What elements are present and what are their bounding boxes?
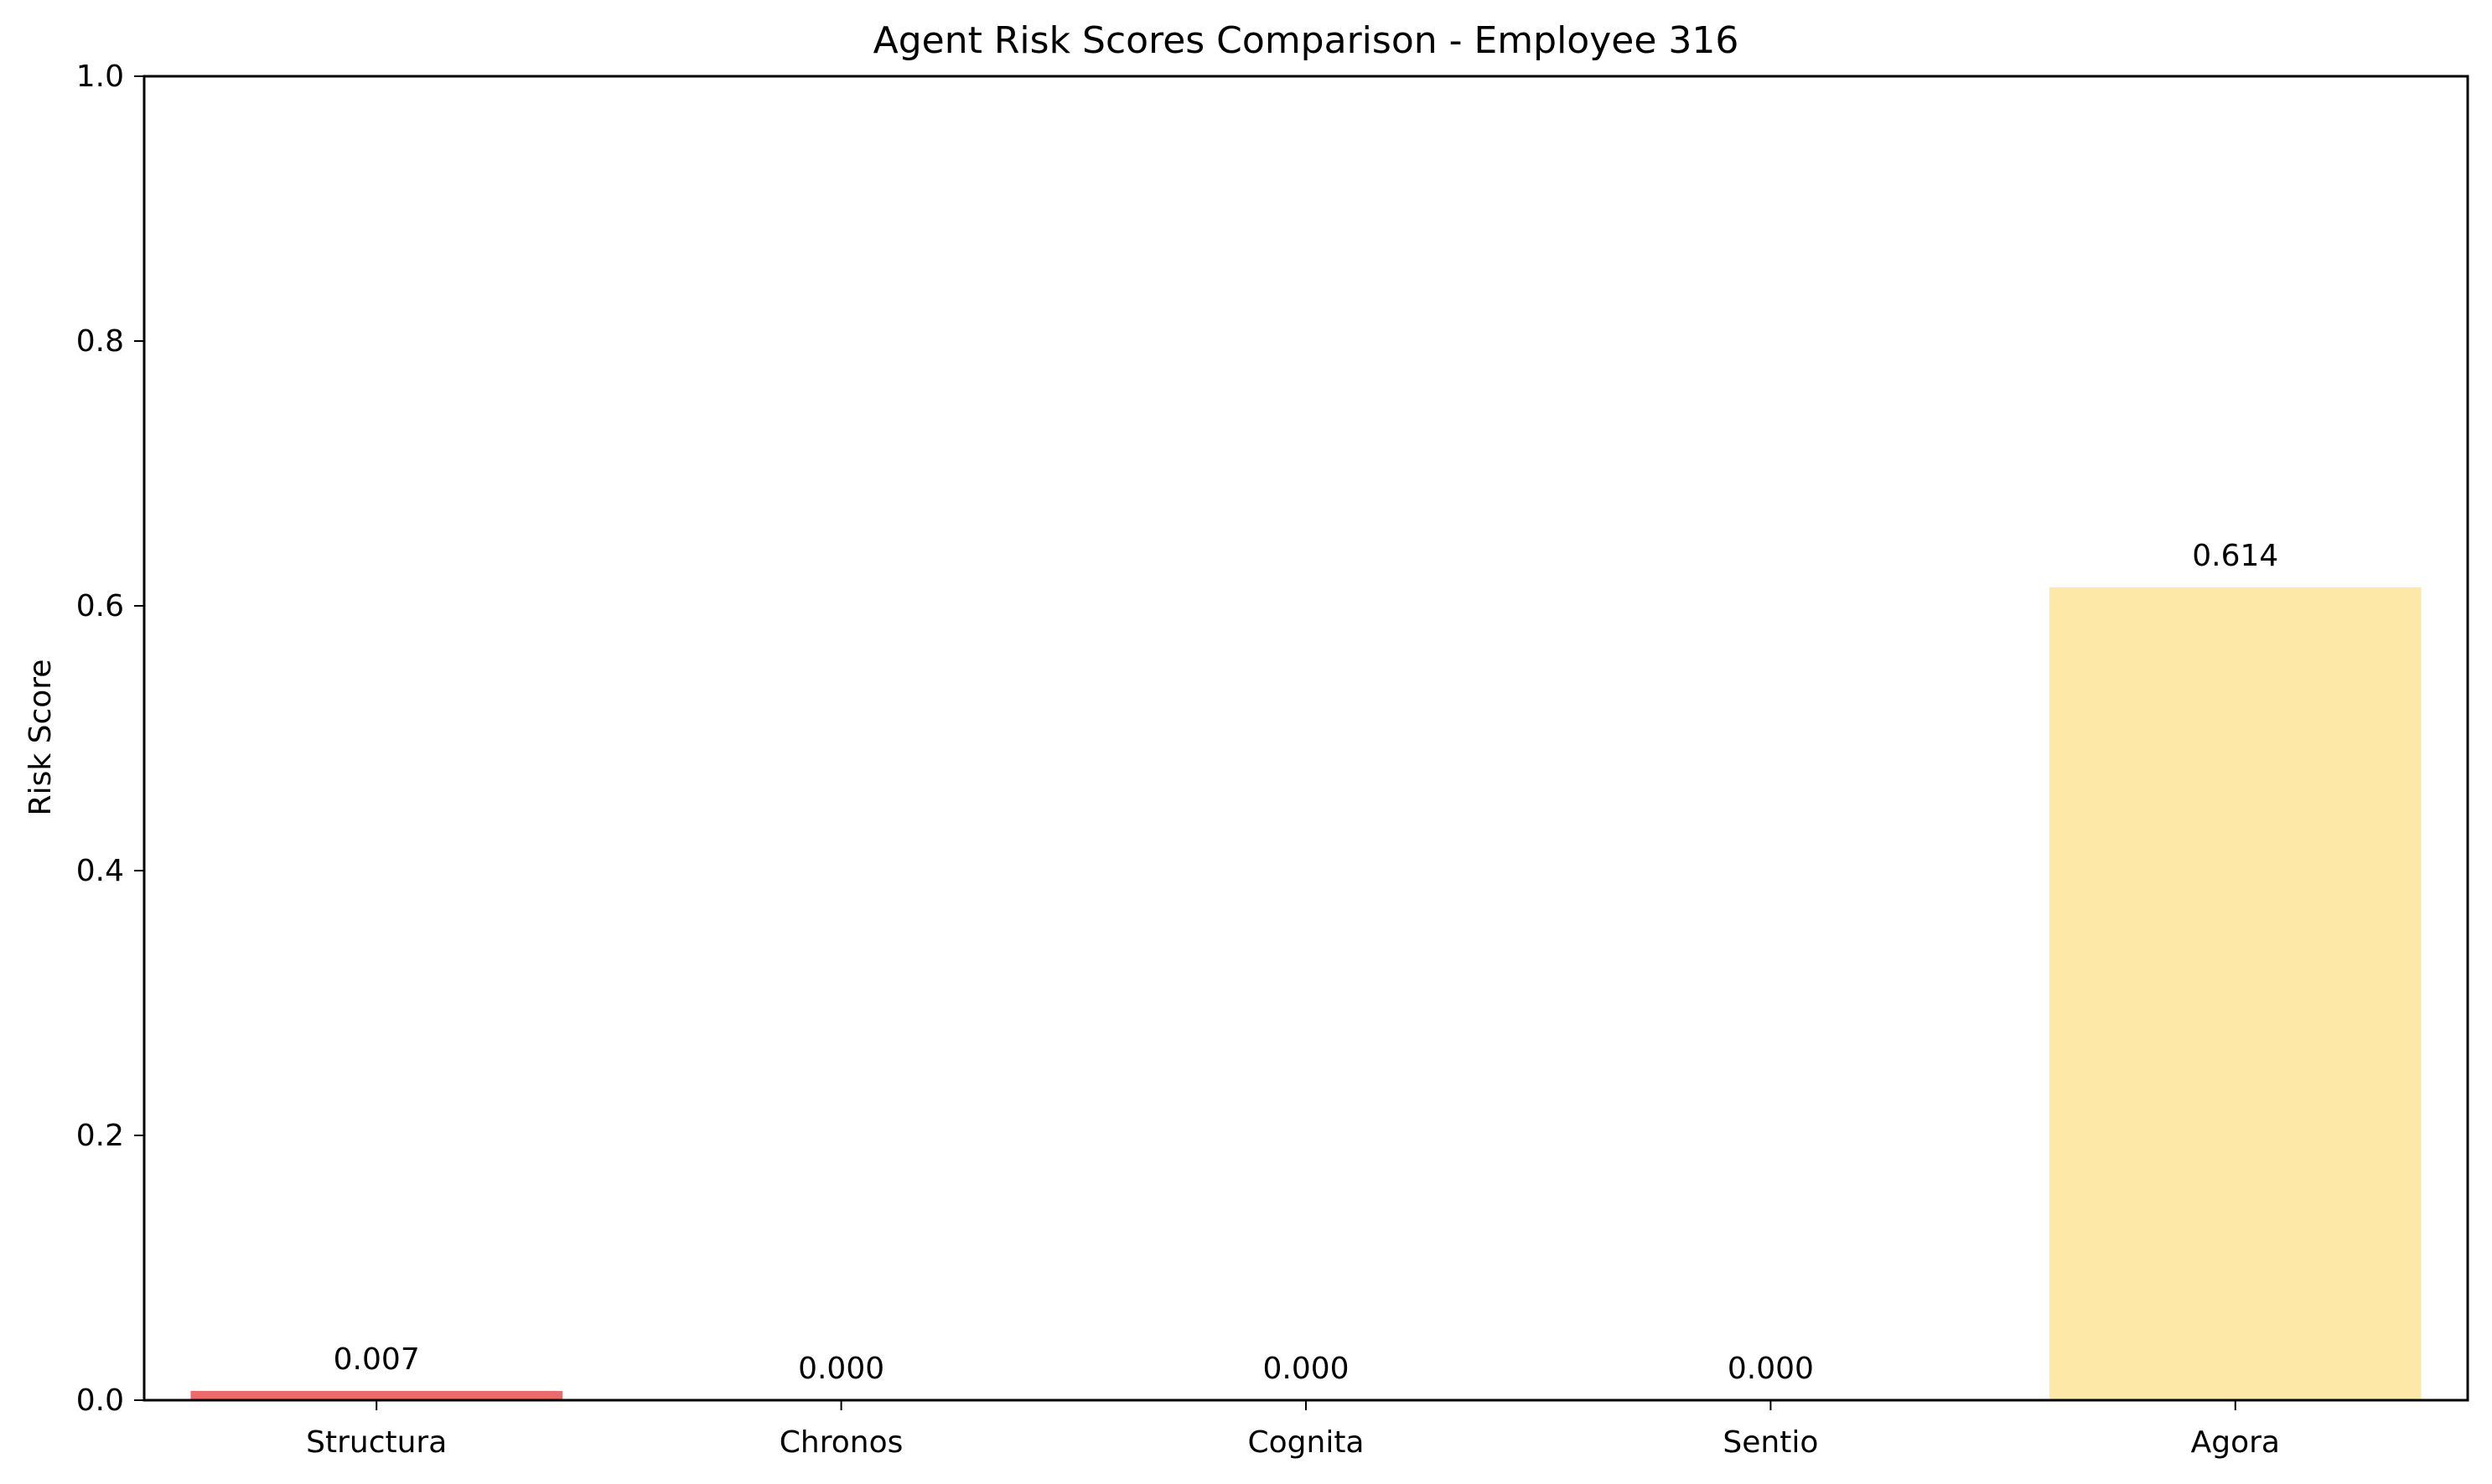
value-label-structura: 0.007: [334, 1342, 420, 1377]
y-tick-label: 0.4: [76, 854, 124, 888]
x-axis-ticks: Structura Chronos Cognita Sentio Agora: [306, 1400, 2280, 1460]
x-tick-label-chronos: Chronos: [780, 1425, 904, 1460]
x-tick-label-cognita: Cognita: [1247, 1425, 1364, 1460]
x-tick-label-structura: Structura: [306, 1425, 447, 1460]
y-tick-label: 1.0: [76, 59, 124, 94]
value-label-chronos: 0.000: [798, 1352, 884, 1386]
y-axis-label: Risk Score: [23, 659, 58, 816]
value-label-cognita: 0.000: [1262, 1352, 1349, 1386]
plot-frame: [142, 75, 2469, 1402]
value-label-sentio: 0.000: [1728, 1352, 1814, 1386]
x-tick-label-agora: Agora: [2191, 1425, 2280, 1460]
bar-agora: [2049, 587, 2422, 1400]
x-tick-label-sentio: Sentio: [1723, 1425, 1818, 1460]
y-tick-label: 0.6: [76, 589, 124, 623]
value-label-agora: 0.614: [2192, 539, 2278, 573]
y-axis-ticks: 0.0 0.2 0.4 0.6 0.8 1.0: [76, 59, 144, 1418]
bars-group: [190, 587, 2422, 1400]
y-tick-label: 0.0: [76, 1383, 124, 1418]
chart-title: Agent Risk Scores Comparison - Employee …: [873, 19, 1739, 62]
value-labels-group: 0.007 0.000 0.000 0.000 0.614: [334, 539, 2279, 1386]
y-tick-label: 0.8: [76, 324, 124, 359]
bar-structura: [190, 1390, 562, 1400]
y-tick-label: 0.2: [76, 1119, 124, 1153]
